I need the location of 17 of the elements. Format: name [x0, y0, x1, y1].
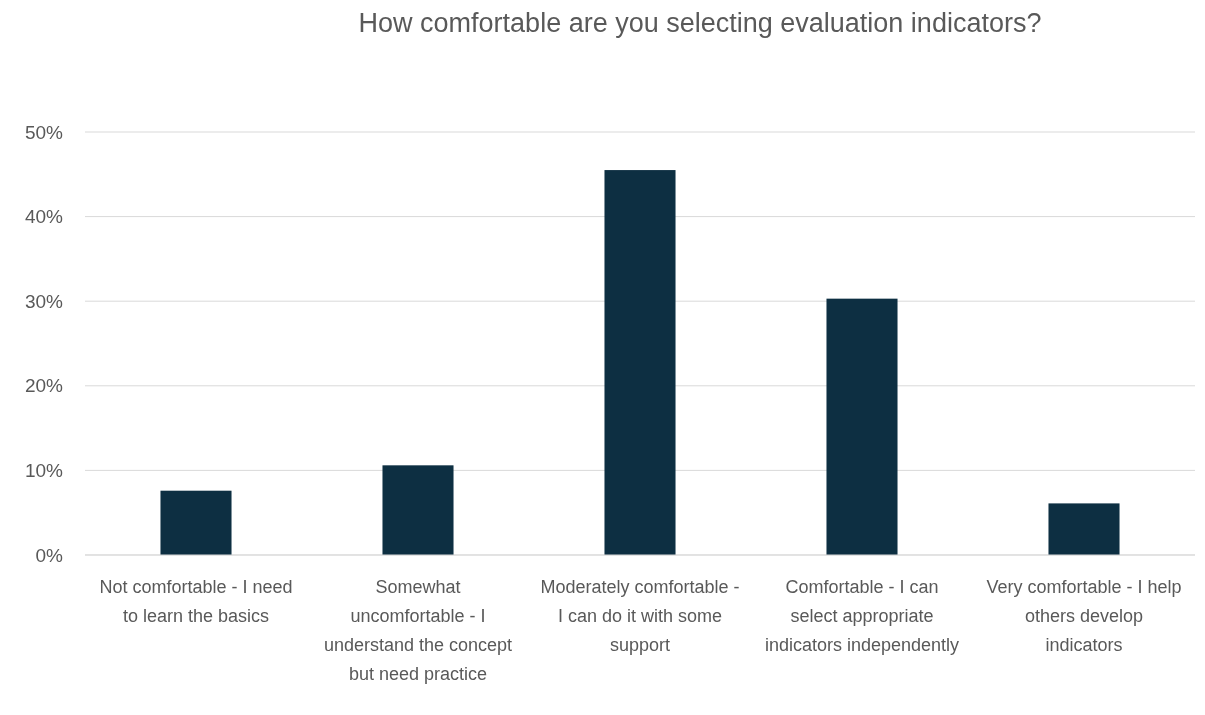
y-tick-label: 30%: [24, 290, 64, 312]
x-tick-label: Comfortable - I can select appropriate indicators independently: [764, 577, 960, 655]
x-tick-label: Very comfortable - I help others develop indicators: [986, 577, 1182, 655]
y-tick-label: 10%: [24, 460, 64, 482]
x-tick-label: Moderately comfortable - I can do it with some support: [540, 577, 740, 655]
y-tick-label: 50%: [24, 121, 64, 143]
bar: [1048, 503, 1120, 555]
bar: [160, 490, 232, 555]
y-tick-label: 40%: [24, 206, 64, 228]
y-tick-label: 0%: [35, 544, 64, 566]
chart-title: How comfortable are you selecting evaluation indicators?: [358, 8, 1042, 38]
x-tick-label: Somewhat uncomfortable - I understand the concept but need practice: [323, 577, 513, 684]
bar: [826, 298, 898, 555]
x-tick-label: Not comfortable - I need to learn the basics: [99, 577, 293, 626]
bar: [382, 465, 454, 555]
bar: [604, 170, 676, 555]
y-tick-label: 20%: [24, 375, 64, 397]
